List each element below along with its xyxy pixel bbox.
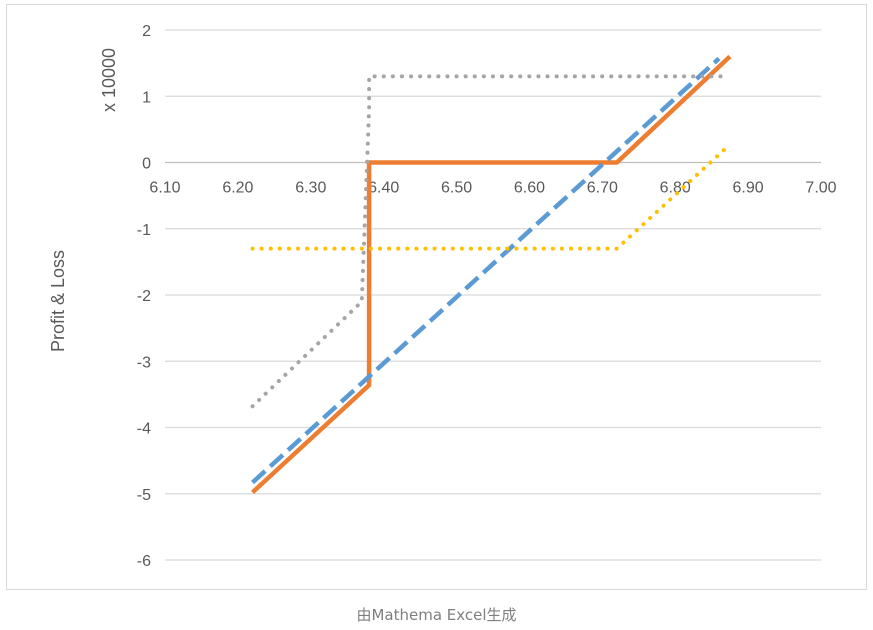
y-tick-label: -4 xyxy=(137,421,151,438)
pnl-chart: 6.10 6.20 6.30 6.40 6.50 6.60 6.70 6.80 6.90 7.00… xyxy=(48,23,837,570)
x-tick-label: 6.70 xyxy=(587,180,618,197)
x-axis-ticks: 6.10 6.20 6.30 6.40 6.50 6.60 6.70 6.80 6.90 7.00 xyxy=(149,180,836,197)
x-tick-label: 6.50 xyxy=(441,180,472,197)
y-tick-label: 1 xyxy=(142,89,151,106)
y-tick-label: -3 xyxy=(137,354,151,371)
y-tick-label: -1 xyxy=(137,222,151,239)
y-tick-label: 0 xyxy=(142,156,151,173)
gridlines xyxy=(165,29,821,561)
y-unit-label: x 10000 xyxy=(99,48,119,112)
x-tick-label: 6.90 xyxy=(733,180,764,197)
chart-frame: 6.10 6.20 6.30 6.40 6.50 6.60 6.70 6.80 6.90 7.00… xyxy=(6,4,867,590)
series-line-4 xyxy=(250,145,729,251)
caption: 由Mathema Excel生成 xyxy=(356,606,517,624)
y-tick-label: -5 xyxy=(137,487,151,504)
x-tick-label: 6.10 xyxy=(149,180,180,197)
y-axis-ticks: 2 1 0 -1 -2 -3 -4 -5 -6 xyxy=(137,23,151,570)
x-tick-label: 7.00 xyxy=(805,180,836,197)
y-tick-label: -2 xyxy=(137,288,151,305)
series-line-2 xyxy=(250,56,721,485)
x-tick-label: 6.20 xyxy=(222,180,253,197)
series-lines xyxy=(250,54,732,495)
y-tick-label: 2 xyxy=(142,23,151,40)
x-tick-label: 6.60 xyxy=(514,180,545,197)
x-tick-label: 6.30 xyxy=(295,180,326,197)
x-tick-label: 6.40 xyxy=(368,180,399,197)
y-tick-label: -6 xyxy=(137,553,151,570)
series-line-3 xyxy=(250,74,729,409)
series-line-1 xyxy=(250,54,732,495)
y-axis-title: Profit & Loss xyxy=(48,250,68,352)
x-tick-label: 6.80 xyxy=(660,180,691,197)
